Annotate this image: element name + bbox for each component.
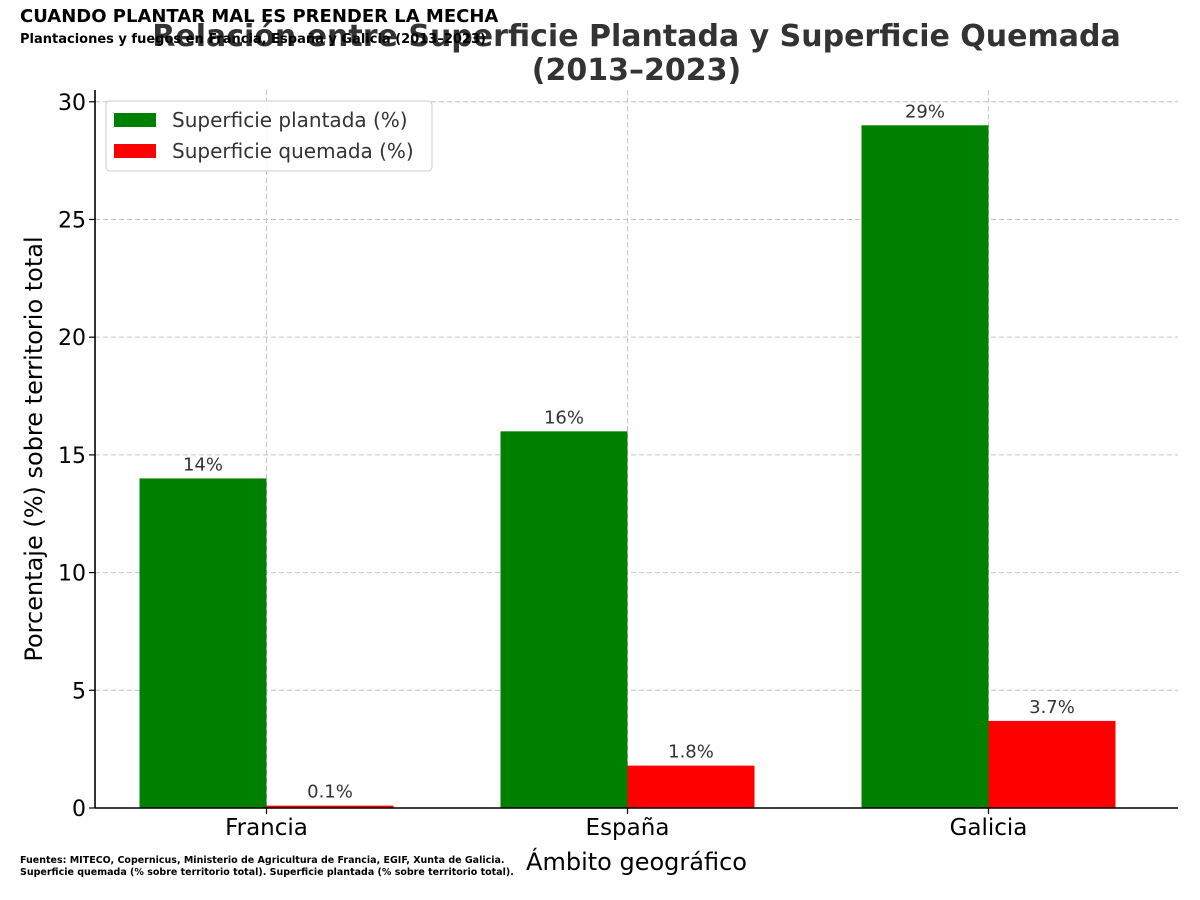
legend-box (105, 100, 433, 172)
legend-label: Superficie quemada (%) (172, 139, 414, 163)
x-axis-label: Ámbito geográfico (526, 847, 747, 876)
source-note: Fuentes: MITECO, Copernicus, Ministerio … (20, 855, 514, 879)
bar-plantada (139, 478, 267, 808)
source-line-2: Superficie quemada (% sobre territorio t… (20, 867, 514, 878)
source-line-1: Fuentes: MITECO, Copernicus, Ministerio … (20, 855, 505, 866)
y-tick-label: 10 (58, 562, 86, 587)
bar-plantada (500, 431, 628, 808)
x-tick-label: España (586, 815, 670, 841)
page-subtitle: Plantaciones y fuegos en Francia, España… (20, 32, 486, 47)
data-label: 14% (183, 454, 223, 475)
y-tick-label: 15 (58, 444, 86, 469)
bar-quemada (988, 720, 1116, 808)
chart-title-line-2: (2013–2023) (532, 53, 741, 88)
y-tick-label: 5 (72, 679, 86, 704)
y-tick-label: 0 (72, 797, 86, 822)
y-tick-label: 30 (58, 91, 86, 116)
data-label: 29% (905, 101, 945, 122)
page-title: CUANDO PLANTAR MAL ES PRENDER LA MECHA (20, 6, 499, 27)
y-tick-label: 20 (58, 326, 86, 351)
legend-label: Superficie plantada (%) (172, 108, 408, 132)
data-label: 16% (544, 407, 584, 428)
y-tick-label: 25 (58, 208, 86, 233)
bar-quemada (266, 805, 394, 808)
x-tick-label: Galicia (950, 815, 1028, 841)
legend-swatch (114, 144, 156, 158)
data-label: 3.7% (1029, 697, 1075, 718)
legend-swatch (114, 113, 156, 127)
bar-plantada (861, 125, 989, 809)
y-axis-label: Porcentaje (%) sobre territorio total (20, 236, 48, 661)
x-tick-label: Francia (225, 815, 308, 841)
data-label: 0.1% (307, 782, 353, 803)
bar-quemada (627, 765, 755, 808)
data-label: 1.8% (668, 742, 714, 763)
chart-title: Relación entre Superficie Plantada y Sup… (152, 19, 1120, 54)
